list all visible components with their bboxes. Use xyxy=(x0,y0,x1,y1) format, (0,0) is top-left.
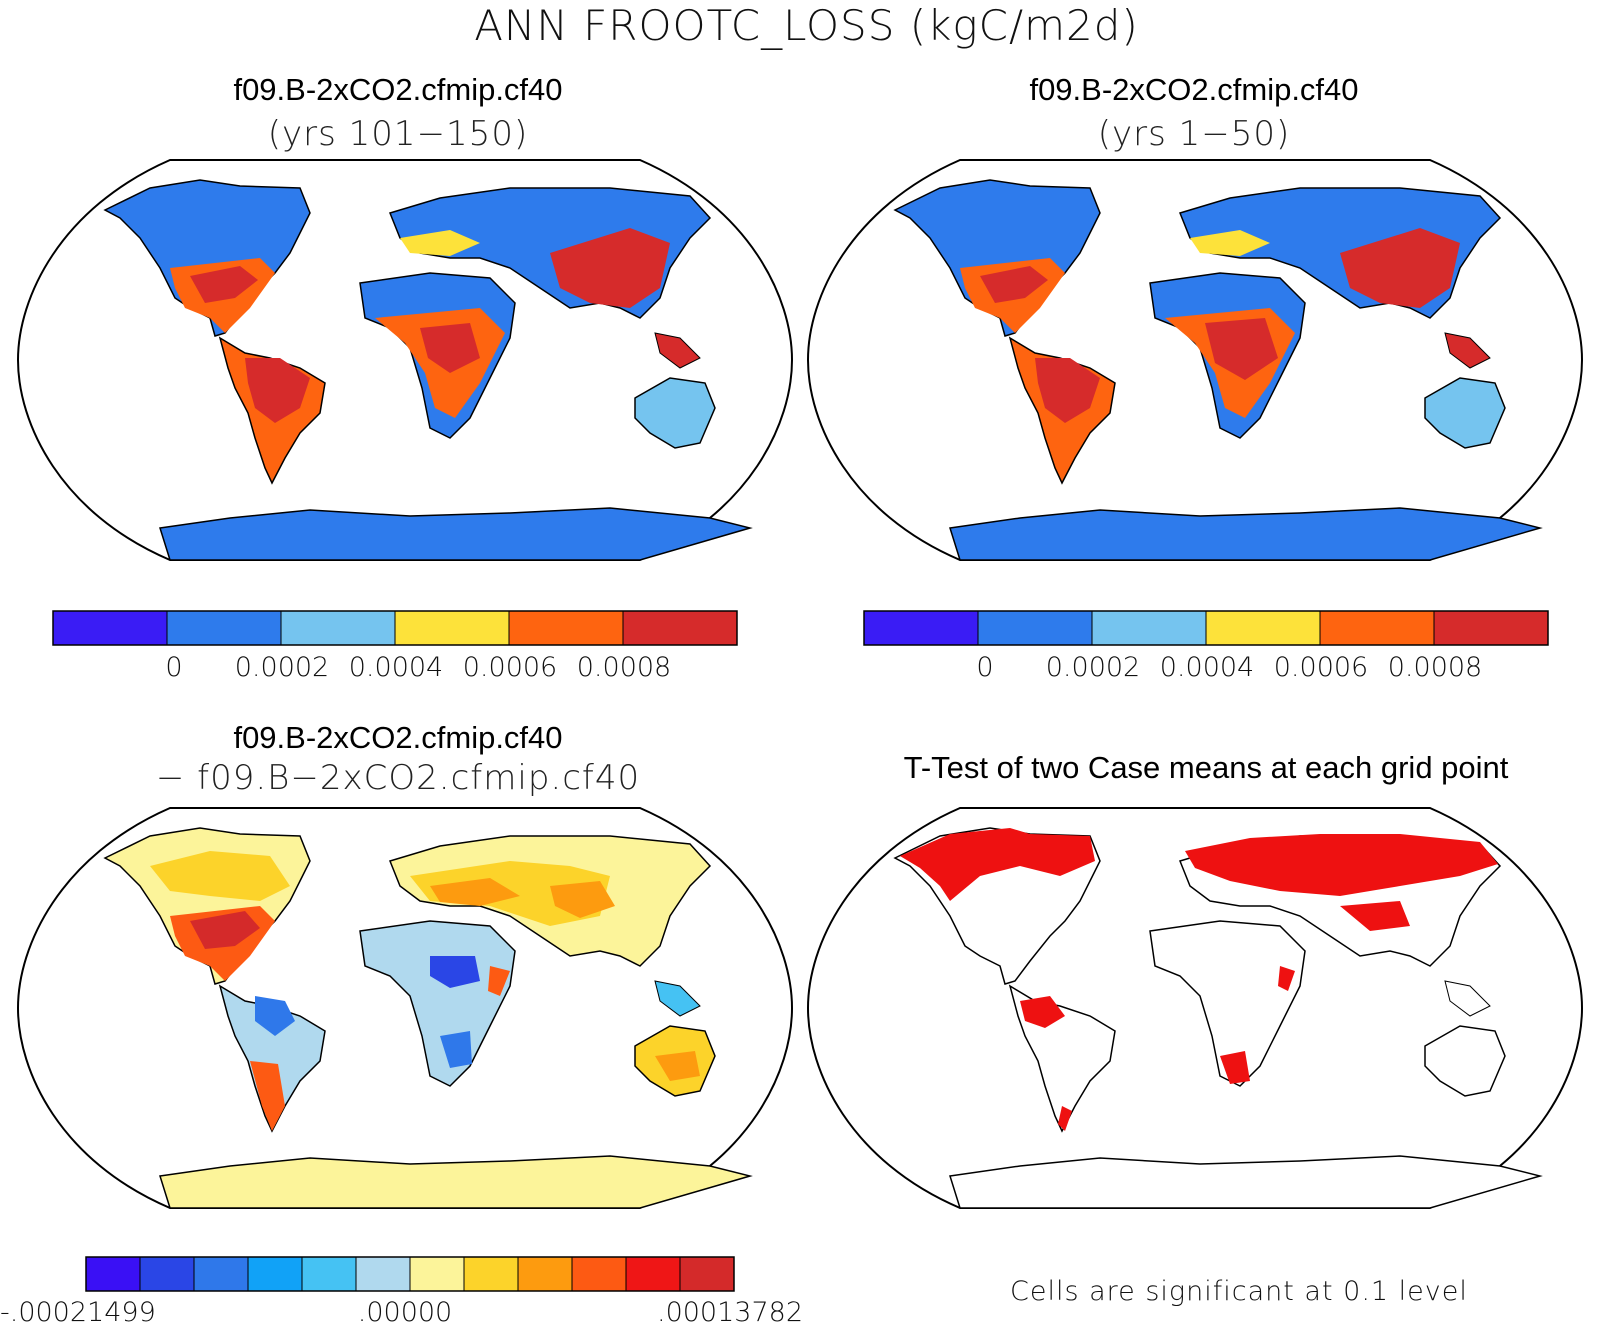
colorbar-swatch xyxy=(52,610,168,646)
cb1-label-4: 0.0008 xyxy=(576,652,672,683)
colorbar-swatch xyxy=(1319,610,1435,646)
panel-3-title: f09.B-2xCO2.cfmip.cf40 xyxy=(233,720,563,755)
colorbar-swatch xyxy=(280,610,396,646)
colorbar-swatch xyxy=(679,1256,735,1292)
colorbar-swatch xyxy=(247,1256,303,1292)
cb3-label-1: .00000 xyxy=(357,1297,453,1328)
panel-4-map xyxy=(806,807,1584,1209)
cb1-label-0: 0 xyxy=(165,652,183,683)
panel-1-title: f09.B-2xCO2.cfmip.cf40 xyxy=(233,72,563,107)
colorbar-swatch xyxy=(166,610,282,646)
colorbar-swatch xyxy=(355,1256,411,1292)
colorbar-swatch xyxy=(625,1256,681,1292)
colorbar-swatch xyxy=(622,610,738,646)
panel-1-colorbar xyxy=(52,610,738,646)
colorbar-swatch xyxy=(977,610,1093,646)
colorbar-swatch xyxy=(1205,610,1321,646)
colorbar-swatch xyxy=(1091,610,1207,646)
colorbar-swatch xyxy=(139,1256,195,1292)
cb1-label-2: 0.0004 xyxy=(348,652,444,683)
significance-note: Cells are significant at 0.1 level xyxy=(1010,1276,1468,1307)
panel-2-subtitle: (yrs 1−50) xyxy=(1097,114,1291,154)
cb2-label-2: 0.0004 xyxy=(1159,652,1255,683)
panel-1-subtitle: (yrs 101−150) xyxy=(267,114,529,154)
colorbar-swatch xyxy=(571,1256,627,1292)
colorbar-swatch xyxy=(463,1256,519,1292)
cb3-label-2: .00013782 xyxy=(656,1297,803,1328)
colorbar-swatch xyxy=(301,1256,357,1292)
colorbar-swatch xyxy=(409,1256,465,1292)
colorbar-swatch xyxy=(193,1256,249,1292)
colorbar-swatch xyxy=(85,1256,141,1292)
cb2-label-3: 0.0006 xyxy=(1273,652,1369,683)
figure-title: ANN FROOTC_LOSS (kgC/m2d) xyxy=(474,1,1139,50)
panel-2-title: f09.B-2xCO2.cfmip.cf40 xyxy=(1029,72,1359,107)
panel-4-title: T-Test of two Case means at each grid po… xyxy=(903,750,1509,785)
colorbar-swatch xyxy=(1433,610,1549,646)
colorbar-swatch xyxy=(508,610,624,646)
colorbar-swatch xyxy=(863,610,979,646)
cb3-label-0: -.00021499 xyxy=(0,1297,156,1328)
colorbar-swatch xyxy=(394,610,510,646)
cb2-label-0: 0 xyxy=(976,652,994,683)
panel-3-subtitle: − f09.B−2xCO2.cfmip.cf40 xyxy=(155,758,641,798)
panel-2-colorbar xyxy=(863,610,1549,646)
cb1-label-1: 0.0002 xyxy=(234,652,330,683)
cb2-label-4: 0.0008 xyxy=(1387,652,1483,683)
cb1-label-3: 0.0006 xyxy=(462,652,558,683)
panel-3-map xyxy=(16,807,794,1209)
cb2-label-1: 0.0002 xyxy=(1045,652,1141,683)
colorbar-swatch xyxy=(517,1256,573,1292)
panel-1-map xyxy=(16,159,794,561)
panel-3-colorbar xyxy=(85,1256,735,1292)
panel-2-map xyxy=(806,159,1584,561)
